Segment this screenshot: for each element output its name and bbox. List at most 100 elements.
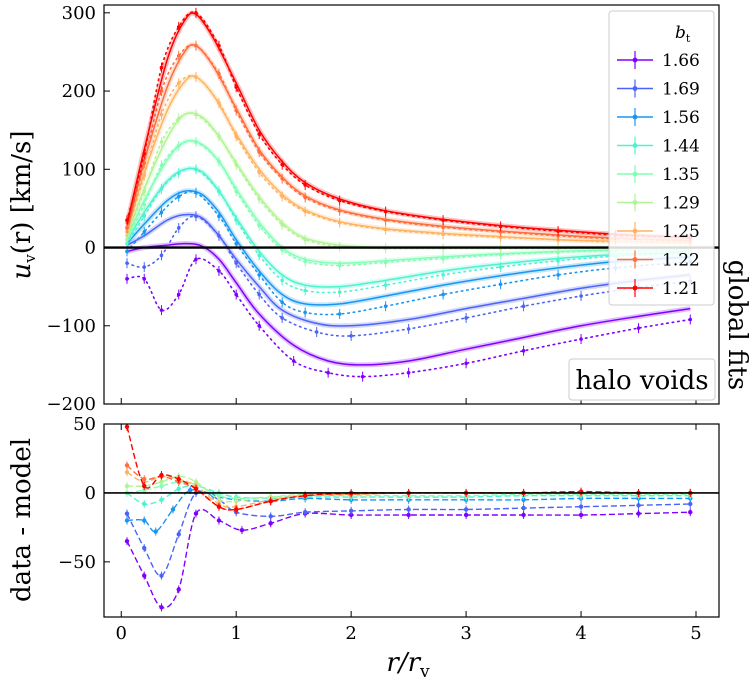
data-point-bt-1-35 bbox=[217, 159, 221, 164]
residual-point-bt-1-22 bbox=[124, 463, 130, 468]
data-point-bt-1-66 bbox=[176, 292, 181, 297]
residual-point-bt-1-22 bbox=[142, 476, 147, 482]
data-point-bt-1-22 bbox=[441, 225, 445, 229]
data-point-bt-1-21 bbox=[125, 218, 129, 222]
data-point-bt-1-21 bbox=[257, 132, 261, 136]
residual-point-bt-1-69 bbox=[268, 514, 273, 519]
legend-marker-bt-1-29 bbox=[632, 200, 638, 205]
residual-point-bt-1-66 bbox=[142, 573, 147, 578]
data-point-bt-1-25 bbox=[257, 170, 261, 175]
model-line-bt-1-44 bbox=[126, 167, 691, 288]
data-point-bt-1-69 bbox=[217, 233, 221, 238]
legend-entry-bt-1-44: 1.44 bbox=[617, 136, 700, 157]
data-point-bt-1-44 bbox=[176, 171, 181, 176]
data-point-bt-1-56 bbox=[498, 282, 503, 287]
data-point-bt-1-21 bbox=[280, 162, 284, 167]
data-point-bt-1-21 bbox=[142, 151, 147, 156]
x-tick-label: 0 bbox=[116, 623, 127, 644]
residual-point-bt-1-66 bbox=[521, 512, 526, 518]
legend-label-bt-1-44: 1.44 bbox=[662, 137, 700, 157]
data-point-bt-1-22 bbox=[159, 89, 164, 93]
data-point-bt-1-29 bbox=[280, 223, 284, 227]
data-point-bt-1-56 bbox=[257, 273, 261, 277]
data-point-bt-1-22 bbox=[383, 218, 388, 222]
residual-point-bt-1-29 bbox=[124, 483, 130, 489]
data-point-bt-1-35 bbox=[194, 140, 198, 144]
data-point-bt-1-21 bbox=[176, 25, 181, 29]
data-point-bt-1-22 bbox=[498, 230, 503, 234]
halo-voids-annotation: halo voids bbox=[568, 358, 716, 401]
data-point-bt-1-22 bbox=[142, 161, 147, 165]
data-point-bt-1-69 bbox=[257, 292, 261, 297]
data-point-bt-1-66 bbox=[194, 257, 198, 262]
data-point-bt-1-66 bbox=[142, 277, 147, 281]
data-point-bt-1-21 bbox=[337, 198, 342, 203]
data-point-bt-1-25 bbox=[176, 81, 181, 86]
data-point-bt-1-29 bbox=[142, 189, 147, 193]
legend-entry-bt-1-35: 1.35 bbox=[617, 165, 700, 185]
data-line-bt-1-22 bbox=[126, 44, 692, 243]
data-point-bt-1-29 bbox=[234, 162, 238, 167]
x-tick-label: 4 bbox=[575, 623, 586, 644]
data-point-bt-1-35 bbox=[280, 248, 284, 252]
data-point-bt-1-22 bbox=[257, 150, 261, 154]
residual-point-bt-1-56 bbox=[521, 497, 526, 503]
data-point-bt-1-66 bbox=[291, 359, 296, 363]
data-point-bt-1-25 bbox=[441, 232, 445, 237]
residual-line-bt-1-66 bbox=[126, 508, 691, 609]
legend-label-bt-1-21: 1.21 bbox=[662, 279, 700, 299]
data-point-bt-1-66 bbox=[125, 277, 129, 281]
legend-label-bt-1-56: 1.56 bbox=[662, 108, 700, 128]
data-point-bt-1-69 bbox=[234, 261, 238, 265]
legend-marker-bt-1-69 bbox=[632, 86, 638, 91]
residual-point-bt-1-66 bbox=[159, 605, 164, 610]
top-y-tick-label: −100 bbox=[47, 316, 96, 337]
data-point-bt-1-56 bbox=[303, 310, 307, 315]
residual-point-bt-1-69 bbox=[636, 503, 641, 508]
residual-point-bt-1-35 bbox=[216, 493, 222, 498]
residual-point-bt-1-69 bbox=[463, 507, 469, 512]
legend-marker-bt-1-22 bbox=[632, 257, 638, 262]
legend-marker-bt-1-25 bbox=[632, 228, 638, 234]
data-point-bt-1-56 bbox=[217, 214, 221, 219]
residual-point-bt-1-35 bbox=[159, 483, 164, 489]
data-point-bt-1-25 bbox=[280, 194, 284, 199]
data-point-bt-1-29 bbox=[217, 134, 221, 139]
data-point-bt-1-69 bbox=[349, 334, 353, 338]
bottom-y-axis-label: data - model bbox=[7, 438, 37, 602]
data-point-bt-1-66 bbox=[688, 317, 693, 322]
top-y-tick-label: 300 bbox=[62, 3, 96, 24]
data-point-bt-1-22 bbox=[125, 226, 129, 230]
data-point-bt-1-44 bbox=[337, 290, 342, 294]
data-point-bt-1-56 bbox=[125, 249, 129, 254]
data-point-bt-1-22 bbox=[176, 54, 181, 58]
model-line-bt-1-25 bbox=[126, 75, 691, 244]
residual-point-bt-1-56 bbox=[188, 487, 193, 493]
data-point-bt-1-66 bbox=[159, 308, 164, 312]
legend-entry-bt-1-29: 1.29 bbox=[617, 193, 700, 214]
residual-point-bt-1-69 bbox=[406, 507, 411, 512]
data-point-bt-1-21 bbox=[194, 11, 198, 15]
residual-point-bt-1-69 bbox=[159, 573, 164, 578]
data-point-bt-1-66 bbox=[521, 349, 526, 353]
data-point-bt-1-69 bbox=[464, 316, 468, 320]
x-tick-label: 2 bbox=[345, 623, 356, 644]
residual-point-bt-1-25 bbox=[124, 470, 130, 475]
residual-point-bt-1-66 bbox=[688, 510, 693, 515]
data-point-bt-1-35 bbox=[234, 189, 238, 193]
annotation-text: halo voids bbox=[575, 366, 708, 396]
data-point-bt-1-25 bbox=[217, 100, 221, 105]
residual-point-bt-1-69 bbox=[688, 501, 693, 507]
top-y-tick-label: 200 bbox=[62, 81, 96, 102]
x-axis-label: r/rv bbox=[386, 648, 430, 681]
legend-marker-bt-1-56 bbox=[632, 114, 638, 120]
x-tick-label: 5 bbox=[690, 623, 701, 644]
data-point-bt-1-66 bbox=[464, 361, 468, 366]
residual-point-bt-1-21 bbox=[233, 507, 239, 512]
data-point-bt-1-22 bbox=[234, 108, 238, 113]
legend-label-bt-1-69: 1.69 bbox=[662, 80, 700, 100]
residual-point-bt-1-69 bbox=[176, 532, 181, 537]
data-point-bt-1-66 bbox=[636, 326, 641, 330]
legend-entry-bt-1-69: 1.69 bbox=[617, 79, 700, 100]
data-point-bt-1-56 bbox=[176, 194, 181, 199]
